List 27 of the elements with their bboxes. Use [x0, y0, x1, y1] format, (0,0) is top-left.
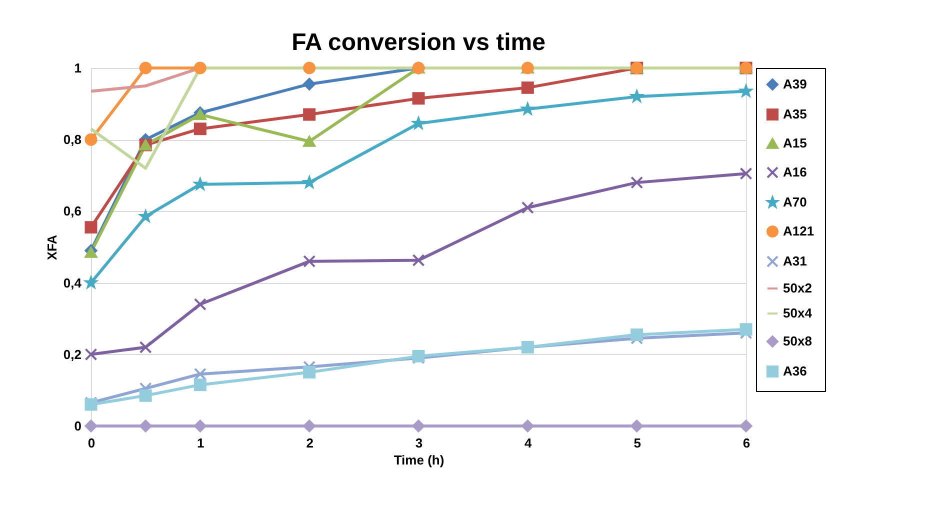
- y-tick-label: 0,2: [63, 346, 82, 362]
- x-tick-label: 4: [524, 436, 533, 450]
- chart-title: FA conversion vs time: [292, 28, 546, 56]
- legend-label: A16: [783, 164, 807, 180]
- y-tick-label: 0: [74, 418, 82, 434]
- y-axis-title: XFA: [44, 234, 60, 260]
- legend-label: A36: [783, 364, 807, 378]
- y-tick-label: 0,4: [63, 275, 82, 290]
- x-tick-label: 3: [415, 436, 423, 450]
- legend-label: A31: [783, 254, 807, 268]
- y-tick-label: 0,6: [63, 204, 82, 219]
- x-tick-label: 0: [88, 436, 96, 450]
- legend-label: A121: [783, 224, 814, 238]
- legend-label: A35: [783, 106, 807, 122]
- legend-label: A70: [783, 194, 807, 210]
- legend-label: 50x8: [783, 334, 812, 348]
- x-tick-label: 5: [634, 436, 641, 450]
- legend-label: A15: [783, 136, 807, 150]
- legend-label: A39: [783, 76, 807, 92]
- legend-label: 50x4: [783, 306, 813, 320]
- x-tick-label: 1: [197, 436, 204, 450]
- x-tick-label: 6: [742, 436, 750, 450]
- legend-label: 50x2: [783, 280, 812, 296]
- x-tick-label: 2: [306, 436, 314, 450]
- y-tick-label: 0,8: [63, 132, 82, 148]
- x-axis-title: Time (h): [394, 452, 444, 468]
- y-tick-label: 1: [74, 60, 82, 76]
